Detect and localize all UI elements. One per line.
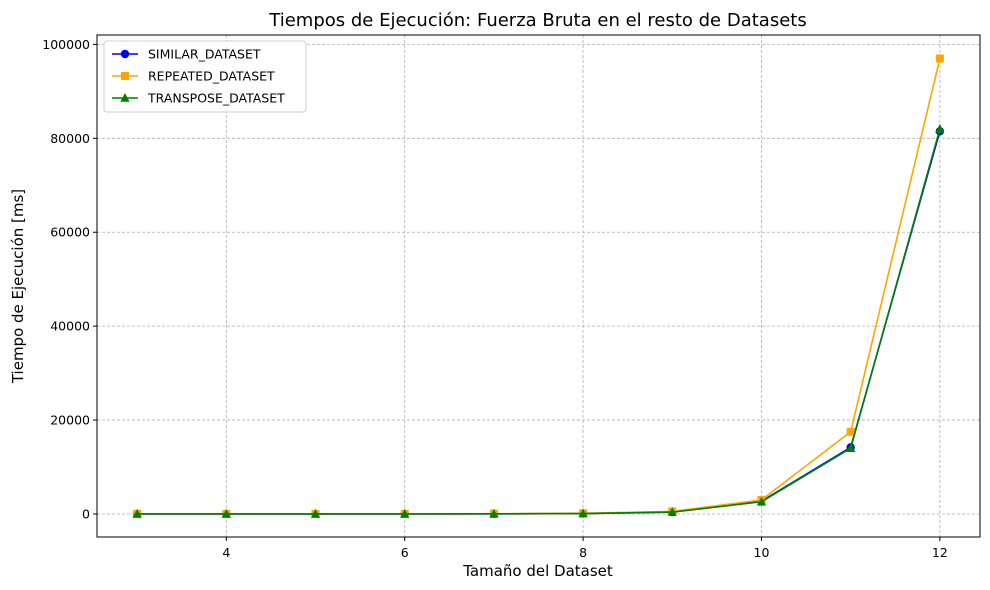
x-tick-label: 4	[222, 545, 230, 560]
series-line	[137, 58, 941, 515]
data-point	[489, 508, 499, 518]
legend-box	[103, 40, 307, 113]
legend-label: SIMILAR_DATASET	[148, 47, 261, 62]
data-point	[578, 508, 588, 518]
y-axis-label: Tiempo de Ejecución [ms]	[9, 189, 27, 384]
x-tick-label: 12	[932, 545, 948, 560]
legend-label: TRANSPOSE_DATASET	[147, 91, 285, 106]
x-axis-label: Tamaño del Dataset	[462, 562, 613, 580]
y-tick-label: 20000	[50, 413, 90, 428]
legend-label: REPEATED_DATASET	[148, 69, 275, 84]
x-tick-label: 10	[754, 545, 770, 560]
legend-item: REPEATED_DATASET	[112, 69, 275, 84]
y-axis: 0 20000 40000 60000 80000 100000	[42, 37, 97, 521]
series-similar-dataset	[132, 127, 945, 519]
data-point	[935, 123, 945, 133]
series-group	[132, 54, 945, 519]
data-point	[400, 508, 410, 518]
legend-item: TRANSPOSE_DATASET	[112, 91, 285, 106]
x-tick-label: 6	[401, 545, 409, 560]
x-tick-label: 8	[579, 545, 587, 560]
legend-marker	[120, 49, 130, 59]
data-point	[935, 54, 944, 63]
y-tick-label: 0	[82, 506, 90, 521]
series-transpose-dataset	[132, 123, 945, 518]
legend: SIMILAR_DATASET REPEATED_DATASET TRANSPOSE…	[103, 40, 307, 113]
data-point	[756, 496, 767, 506]
y-tick-label: 80000	[50, 131, 90, 146]
legend-item: SIMILAR_DATASET	[112, 47, 261, 62]
plot-frame	[96, 34, 981, 538]
data-point	[846, 443, 856, 453]
chart-title: Tiempos de Ejecución: Fuerza Bruta en el…	[268, 10, 806, 31]
legend-marker	[120, 93, 130, 102]
series-repeated-dataset	[133, 54, 944, 518]
y-tick-label: 40000	[50, 319, 90, 334]
data-point	[846, 427, 855, 436]
data-point	[310, 508, 321, 518]
legend-marker	[121, 72, 129, 80]
data-point	[132, 508, 142, 518]
series-line	[137, 128, 941, 515]
data-point	[221, 508, 231, 518]
y-tick-label: 60000	[50, 225, 90, 240]
data-point	[667, 507, 677, 516]
y-tick-label: 100000	[42, 37, 90, 52]
x-axis: 4 6 8 10 12	[222, 537, 948, 560]
